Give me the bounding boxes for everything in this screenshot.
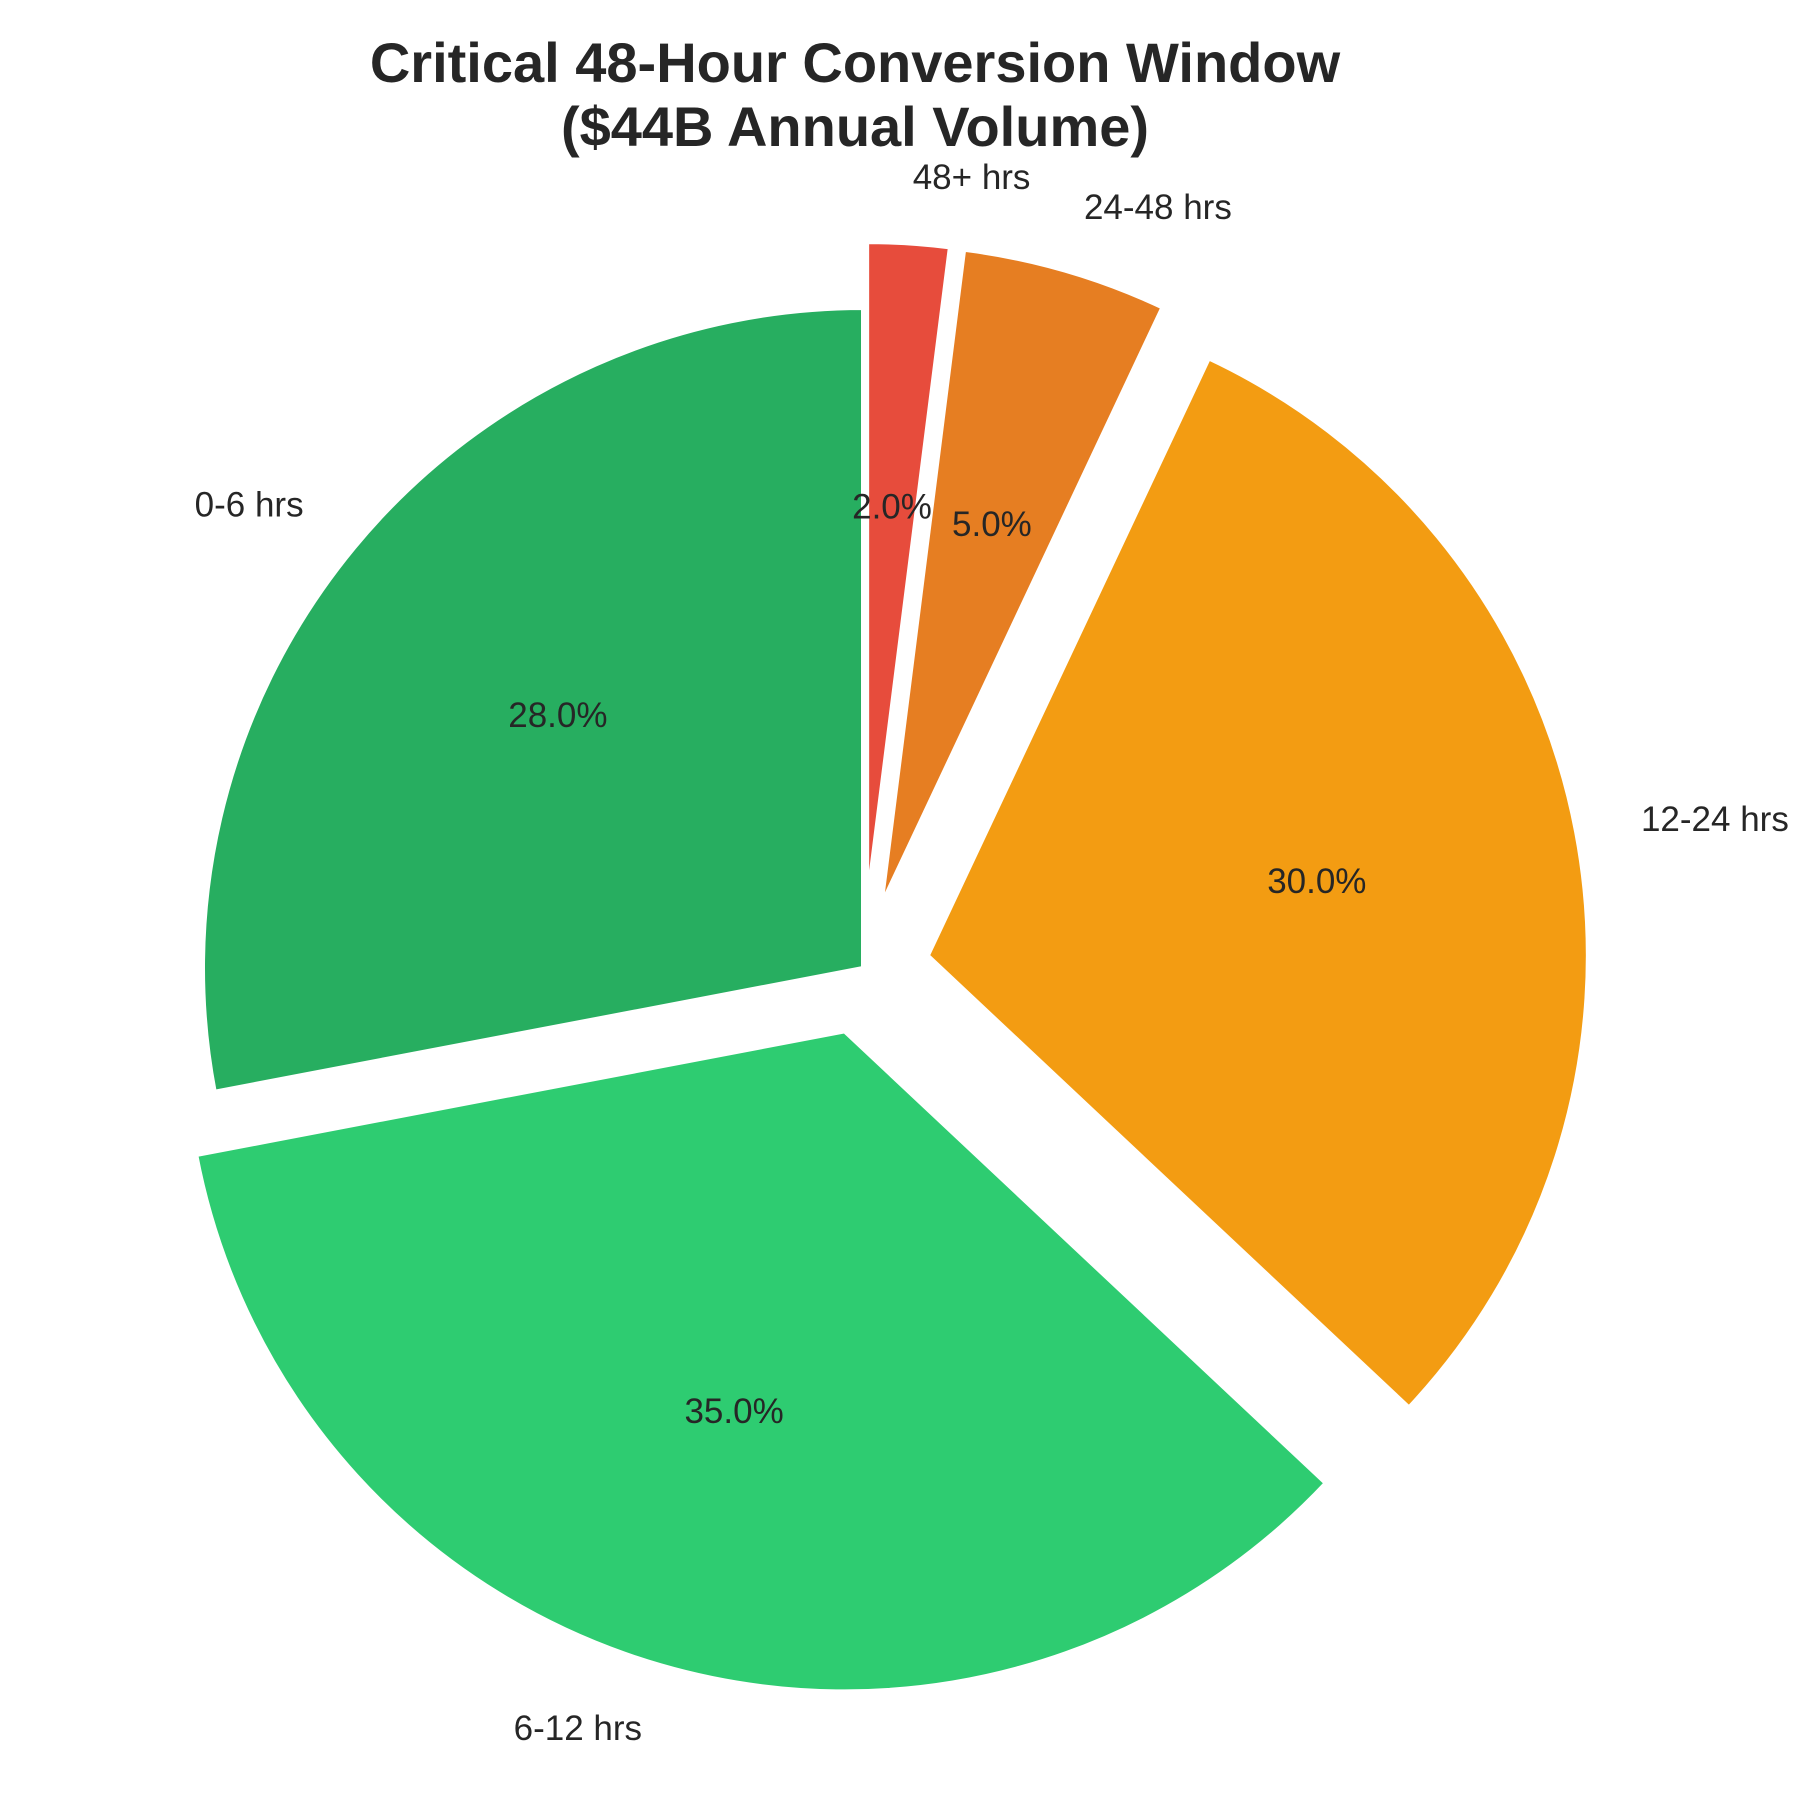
pct-label-0-6-hrs: 28.0% (508, 696, 607, 735)
pie-slice-48plus-hrs (865, 240, 953, 903)
pie-slices (193, 240, 1590, 1694)
pie-slice-0-6-hrs (201, 305, 865, 1095)
pie-slice-6-12-hrs (193, 1029, 1329, 1694)
pct-label-6-12-hrs: 35.0% (684, 1392, 783, 1431)
slice-label-6-12-hrs: 6-12 hrs (514, 1709, 642, 1748)
pct-label-48plus-hrs: 2.0% (852, 487, 932, 526)
chart-title-line-2: ($44B Annual Volume) (561, 95, 1149, 158)
chart-title-line-1: Critical 48-Hour Conversion Window (370, 31, 1341, 94)
pie-labels: 0-6 hrs 28.0% 6-12 hrs 35.0% 12-24 hrs 30.0% 2… (195, 158, 1789, 1748)
slice-label-0-6-hrs: 0-6 hrs (195, 486, 304, 525)
pct-label-12-24-hrs: 30.0% (1267, 862, 1366, 901)
pie-slice-24-48-hrs (879, 247, 1166, 906)
slice-label-24-48-hrs: 24-48 hrs (1084, 188, 1232, 227)
slice-label-12-24-hrs: 12-24 hrs (1641, 800, 1789, 839)
pie-slice-12-24-hrs (925, 355, 1590, 1411)
pct-label-24-48-hrs: 5.0% (952, 505, 1032, 544)
slice-label-48plus-hrs: 48+ hrs (913, 158, 1031, 197)
